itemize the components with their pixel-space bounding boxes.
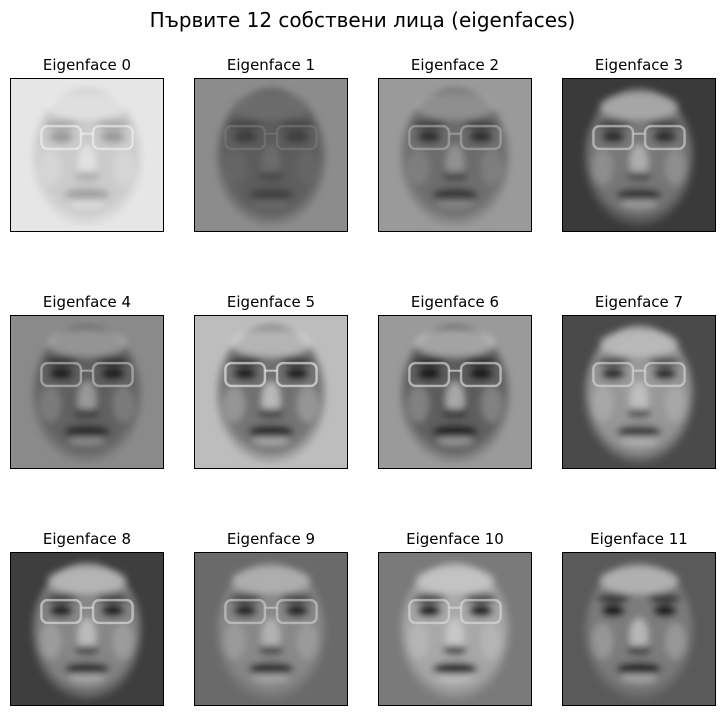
eigenface-image — [378, 78, 532, 232]
eigenface-title: Eigenface 4 — [42, 293, 132, 311]
eigenface-title: Eigenface 7 — [594, 293, 684, 311]
eigenface-title: Eigenface 0 — [42, 56, 132, 74]
eigenface-image — [10, 552, 164, 706]
figure-title: Първите 12 собствени лица (eigenfaces) — [149, 8, 576, 32]
eigenface-title: Eigenface 3 — [594, 56, 684, 74]
eigenface-image — [10, 315, 164, 469]
eigenface-title: Eigenface 6 — [410, 293, 500, 311]
eigenface-image — [562, 552, 716, 706]
eigenface-title: Eigenface 5 — [226, 293, 316, 311]
eigenface-title: Eigenface 11 — [590, 530, 688, 548]
eigenface-image — [378, 552, 532, 706]
eigenface-image — [194, 552, 348, 706]
eigenface-title: Eigenface 1 — [226, 56, 316, 74]
eigenface-title: Eigenface 10 — [406, 530, 504, 548]
eigenface-image — [378, 315, 532, 469]
eigenface-image — [562, 315, 716, 469]
eigenface-image — [562, 78, 716, 232]
eigenface-title: Eigenface 9 — [226, 530, 316, 548]
eigenface-image — [194, 315, 348, 469]
eigenface-title: Eigenface 8 — [42, 530, 132, 548]
eigenface-image — [194, 78, 348, 232]
eigenface-image — [10, 78, 164, 232]
eigenface-title: Eigenface 2 — [410, 56, 500, 74]
